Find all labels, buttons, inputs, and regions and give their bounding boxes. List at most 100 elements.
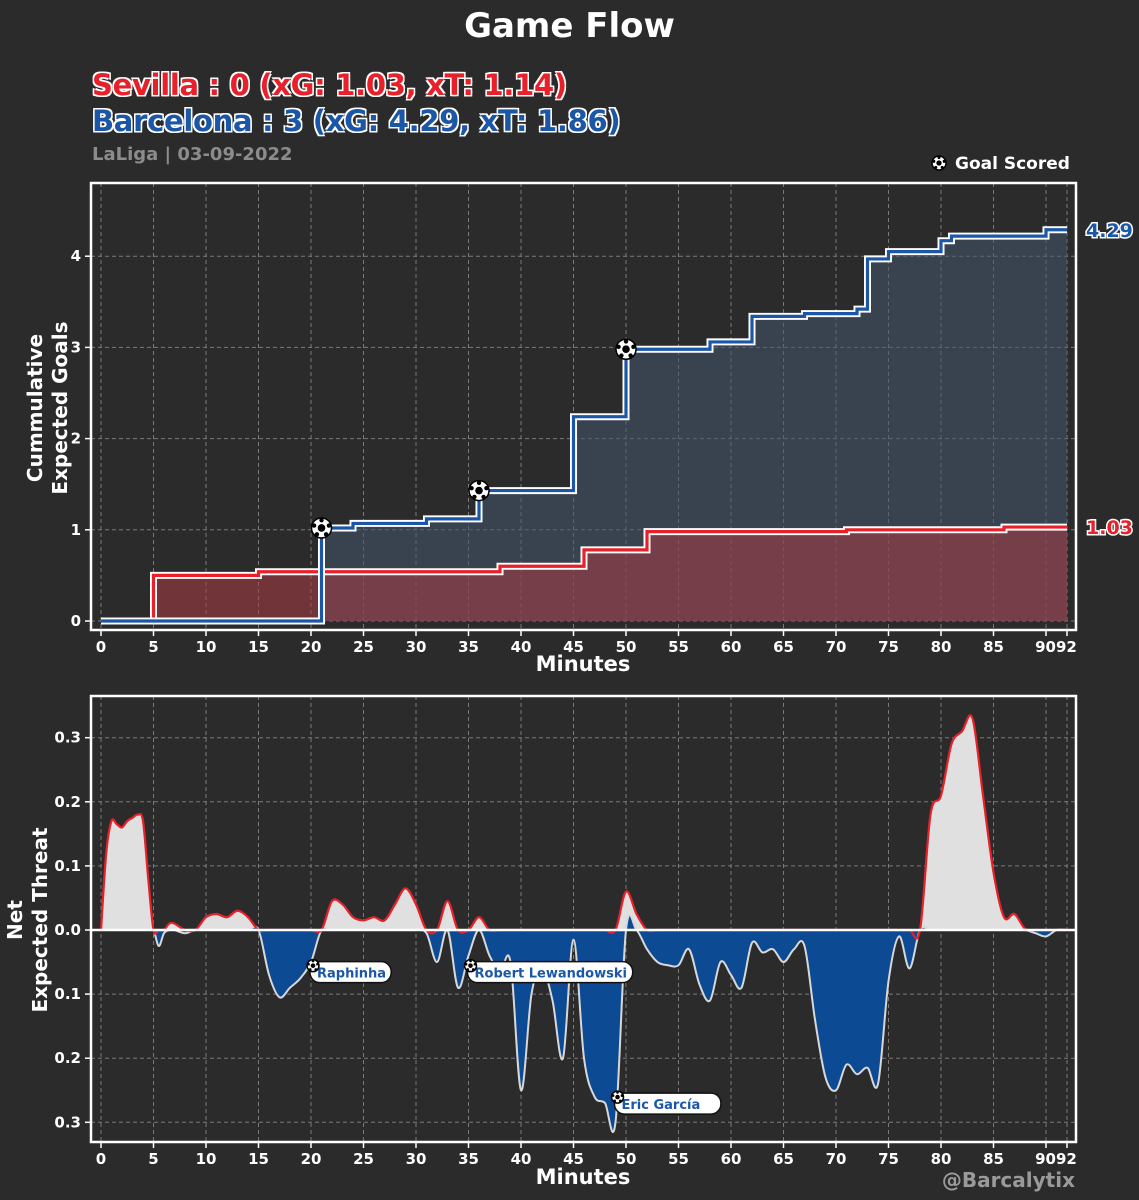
xt-area-barcelona: [101, 915, 1067, 1133]
xg-y-axis-label-line1: Cummulative: [23, 334, 47, 482]
legend-goal-ball-patch-3: [934, 165, 938, 169]
xg-goal-marker-1-patch-0: [476, 480, 482, 485]
xt-xtick-label-16: 80: [931, 1150, 952, 1168]
legend-goal-ball-patch-4: [932, 159, 936, 163]
xt-annotation-box-1: [466, 960, 634, 984]
xg-xtick-label-18: 9092: [1035, 638, 1077, 656]
xt-ytick-label-5: 0.2: [54, 1049, 81, 1067]
xg-line-sevilla: [101, 525, 1067, 623]
xg-xtick-label-16: 80: [931, 638, 952, 656]
xg-plot-frame: [89, 181, 1078, 632]
xt-xtick-label-9: 45: [563, 1150, 584, 1168]
xg-ytick-label-4: 4: [71, 247, 81, 265]
xt-xtick-label-15: 75: [878, 1150, 899, 1168]
xt-plot-frame: [89, 694, 1078, 1144]
xg-xtick-label-13: 65: [773, 638, 794, 656]
xt-annotation-ball-2-patch: [615, 1094, 620, 1100]
xt-grid: [91, 696, 1076, 1142]
legend-label: Goal Scored: [955, 154, 1070, 174]
xg-xtick-label-17: 85: [983, 638, 1004, 656]
xt-annotation-ball-1-patch-3: [466, 968, 470, 971]
xg-final-label-barcelona: 4.29: [1086, 220, 1133, 242]
xg-xtick-label-2: 10: [196, 638, 217, 656]
xt-annotation-ball-1-patch: [468, 963, 473, 968]
xg-area-barcelona: [101, 229, 1067, 621]
xt-annotation-box-0: [309, 960, 392, 984]
xg-xtick-label-0: 0: [96, 638, 106, 656]
xt-xtick-label-18: 9092: [1035, 1150, 1077, 1168]
xg-goal-marker-0-patch-0: [319, 517, 324, 523]
xt-areas: [91, 714, 1076, 1134]
xt-annotation-ball-0-patch-2: [314, 968, 318, 971]
legend-goal-ball-patch-1: [942, 159, 946, 163]
xt-annotation-ball-2: [610, 1090, 625, 1104]
xt-annotation-1: Robert Lewandowski: [463, 958, 634, 984]
xg-goal-marker-0: [310, 517, 333, 539]
xg-goal-marker-1-patch-2: [481, 494, 486, 500]
xg-goal-marker-2-patch-4: [616, 344, 621, 350]
xt-annotation-ball-1-patch-4: [464, 962, 468, 966]
xg-xtick-label-3: 15: [248, 638, 269, 656]
xt-annotation-ball-0-patch-1: [316, 962, 319, 966]
xt-annotation-ball-0-patch-3: [308, 968, 312, 971]
xg-xtick-label-5: 25: [353, 638, 374, 656]
xg-ytick-label-1: 1: [71, 521, 81, 539]
legend: Goal Scored: [931, 154, 1070, 174]
xg-area-sevilla: [101, 527, 1067, 621]
xt-axes: 0 5 10 15 20 25 30 35 40 45 50 55 60 65 70 75 80 85 9092 0.…: [54, 729, 1076, 1168]
xt-xtick-label-13: 65: [773, 1150, 794, 1168]
xg-xtick-label-10: 50: [616, 638, 637, 656]
xg-xtick-label-1: 5: [148, 638, 158, 656]
xg-goal-marker-0-patch-1: [326, 523, 332, 528]
xt-annotation-2: Eric García: [610, 1090, 722, 1115]
xt-xtick-label-8: 40: [511, 1150, 532, 1168]
xt-xtick-label-0: 0: [96, 1150, 106, 1168]
xt-xtick-label-14: 70: [826, 1150, 847, 1168]
xt-annotation-label-0: Raphinha: [317, 967, 386, 982]
legend-goal-ball-patch-2: [940, 165, 944, 169]
xt-annotation-label-2: Eric García: [622, 1098, 701, 1113]
xt-ytick-label-6: 0.3: [54, 1113, 81, 1131]
xt-xtick-label-5: 25: [353, 1150, 374, 1168]
xt-annotation-ball-1-patch-1: [473, 962, 477, 966]
xg-areas: [101, 229, 1067, 621]
xg-xtick-label-7: 35: [458, 638, 479, 656]
xt-annotation-ball-2-patch-2: [618, 1099, 622, 1103]
xg-xtick-label-8: 40: [511, 638, 532, 656]
xg-chart: 1.034.29 0 5 10 15 20 25 30 35 40 45 50 55 60 65 70 75 8…: [23, 181, 1134, 676]
competition-date: LaLiga | 03-09-2022: [92, 144, 293, 165]
xt-xtick-label-3: 15: [248, 1150, 269, 1168]
xt-annotation-ball-1: [463, 958, 478, 973]
xg-goal-marker-1-patch: [475, 486, 483, 495]
xt-ytick-label-2: 0.1: [54, 857, 81, 875]
away-team-summary: Barcelona : 3 (xG: 4.29, xT: 1.86): [92, 104, 621, 138]
xt-annotation-ball-0-patch: [310, 963, 316, 968]
xt-area-sevilla: [101, 715, 1067, 939]
xg-ytick-label-0: 0: [71, 612, 81, 630]
xg-goal-marker-2-patch-3: [619, 353, 624, 358]
xt-annotation-ball-2-patch-4: [611, 1094, 615, 1097]
xt-annotation-ball-2-patch-3: [613, 1099, 617, 1103]
xg-goal-marker-1-patch-3: [472, 494, 477, 500]
xg-xtick-label-14: 70: [826, 638, 847, 656]
xt-ytick-label-4: 0.1: [54, 985, 81, 1003]
xt-ytick-label-3: 0.0: [54, 921, 81, 939]
xt-xtick-label-7: 35: [458, 1150, 479, 1168]
xt-x-axis-label: Minutes: [536, 1165, 631, 1189]
xt-xtick-label-1: 5: [148, 1150, 158, 1168]
xg-goal-marker-1-patch-4: [469, 485, 474, 491]
legend-goal-ball: [931, 155, 947, 171]
xt-y-axis-label-line1: Net: [3, 900, 27, 940]
credit-handle: @Barcalytix: [941, 1168, 1075, 1192]
xt-annotations: Raphinha Robert Lewandowski Eric García: [306, 958, 722, 1115]
xt-annotation-ball-0-patch-0: [311, 959, 315, 963]
legend-goal-ball-patch-0: [937, 156, 941, 160]
xt-annotation-ball-0: [306, 958, 320, 973]
xg-xtick-label-11: 55: [668, 638, 689, 656]
xt-xtick-label-2: 10: [196, 1150, 217, 1168]
xt-xtick-label-4: 20: [301, 1150, 322, 1168]
xg-goal-marker-0-patch-2: [323, 532, 329, 537]
xg-goal-marker-2: [615, 338, 637, 360]
xt-ytick-label-1: 0.2: [54, 793, 81, 811]
